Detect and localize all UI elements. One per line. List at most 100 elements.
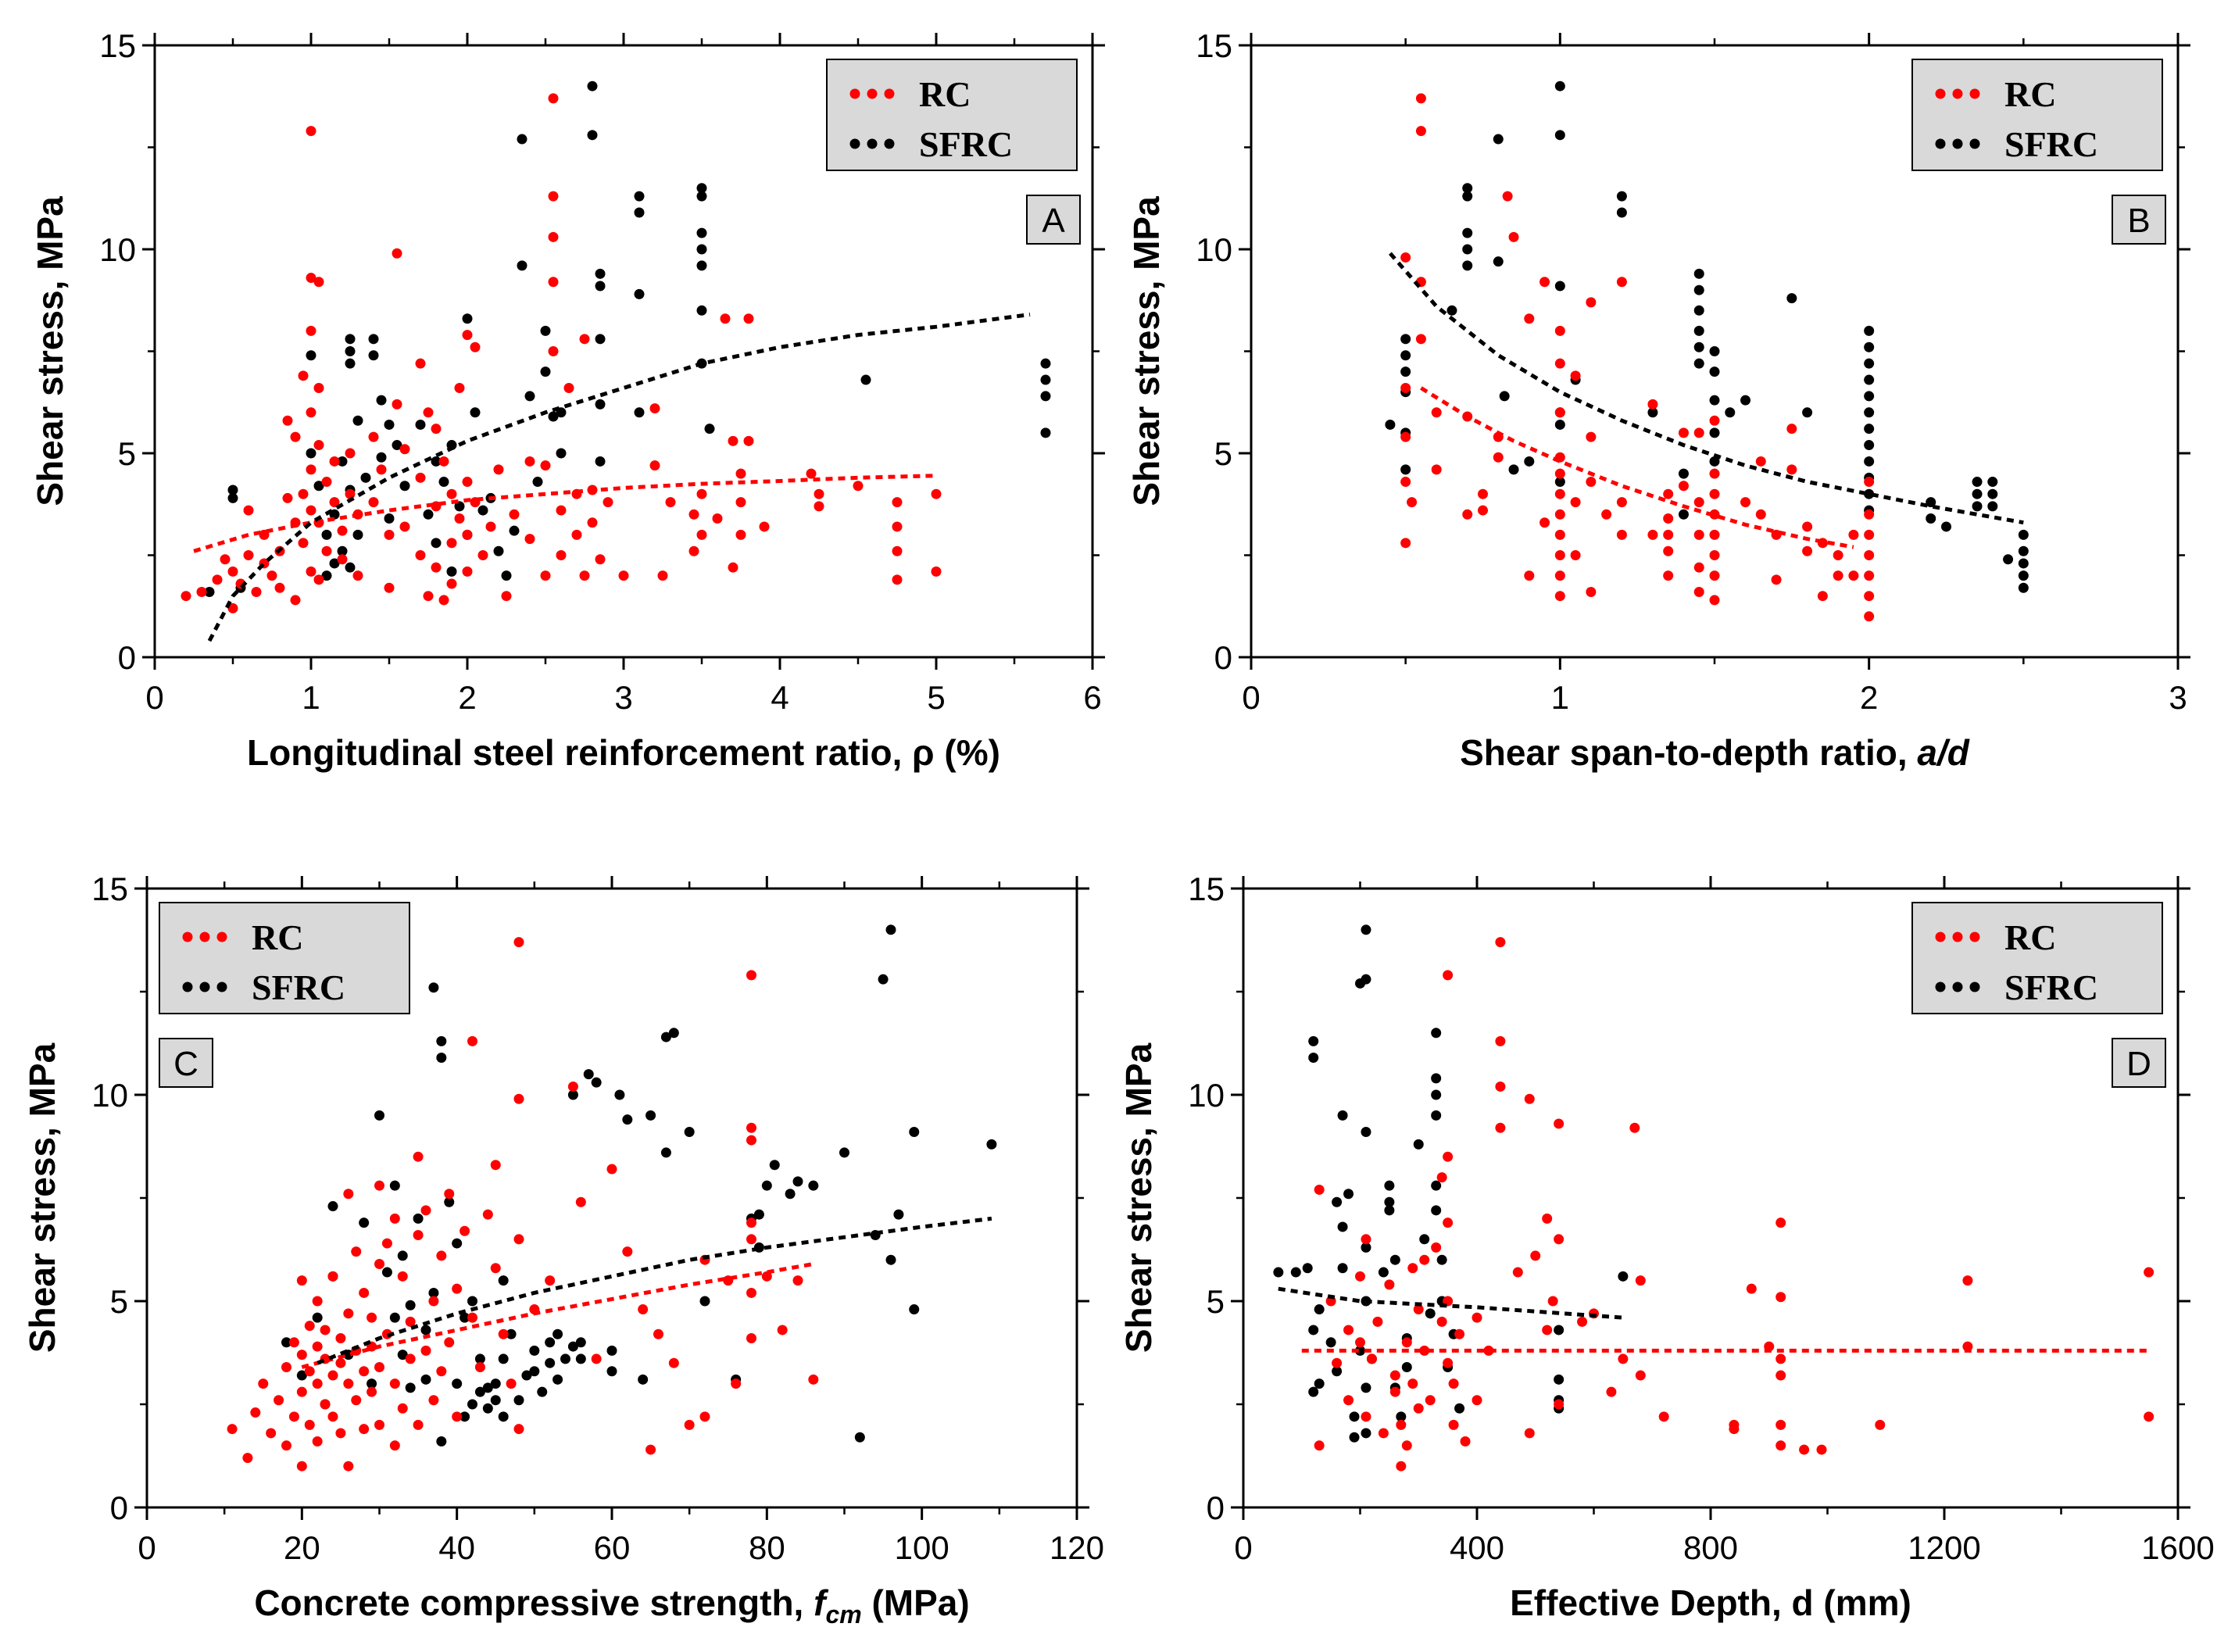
- panel-a-point-rc: [501, 591, 512, 602]
- panel-a-point-sfrc: [431, 538, 442, 549]
- panel-a-point-rc: [470, 341, 481, 352]
- panel-a-point-rc: [712, 513, 723, 524]
- panel-b-y-axis-label: Shear stress, MPa: [1126, 196, 1167, 506]
- panel-c-series-sfrc: [281, 924, 997, 1447]
- panel-b-point-sfrc: [1864, 391, 1875, 402]
- panel-a-point-sfrc: [345, 334, 356, 345]
- panel-b-point-rc: [1693, 562, 1704, 573]
- panel-b-point-sfrc: [1524, 456, 1535, 467]
- panel-b-point-sfrc: [2018, 558, 2029, 569]
- panel-b-point-rc: [1478, 488, 1488, 499]
- panel-b-point-sfrc: [1740, 395, 1751, 406]
- panel-c-point-sfrc: [614, 1089, 625, 1100]
- panel-d-point-sfrc: [1308, 1052, 1319, 1063]
- panel-a-x-tick-label: 2: [458, 679, 476, 716]
- panel-a-point-sfrc: [860, 374, 871, 385]
- panel-c-point-rc: [242, 1453, 253, 1464]
- panel-a-point-rc: [759, 521, 770, 532]
- panel-a-point-rc: [306, 566, 316, 577]
- panel-d-point-rc: [1524, 1428, 1535, 1439]
- panel-d-point-sfrc: [1308, 1035, 1319, 1046]
- panel-a-point-rc: [892, 545, 903, 556]
- panel-c-point-rc: [359, 1287, 370, 1298]
- panel-a-x-tick-label: 0: [145, 679, 163, 716]
- panel-c-point-rc: [792, 1275, 803, 1286]
- panel-c-point-sfrc: [281, 1337, 291, 1348]
- panel-a-point-rc: [556, 550, 567, 560]
- panel-b-series-sfrc: [1385, 80, 2029, 593]
- panel-b-point-rc: [1678, 427, 1689, 438]
- panel-a-point-sfrc: [321, 529, 332, 540]
- panel-d-point-sfrc: [1554, 1325, 1564, 1336]
- panel-c-point-sfrc: [498, 1275, 509, 1286]
- panel-a-point-rc: [688, 509, 699, 520]
- panel-c-point-sfrc: [312, 1312, 323, 1323]
- panel-d-point-rc: [1512, 1267, 1523, 1278]
- panel-a-point-rc: [337, 525, 348, 536]
- panel-b-point-rc: [1678, 481, 1689, 492]
- panel-c-point-rc: [374, 1180, 384, 1191]
- panel-a-point-sfrc: [493, 545, 504, 556]
- panel-b-point-rc: [1493, 452, 1504, 463]
- panel-b-point-rc: [1508, 231, 1519, 242]
- panel-b-point-rc: [1407, 497, 1418, 508]
- panel-d: 0 400 800 1200 1600 0 5 10 15 Effective Depth, d …: [1118, 871, 2215, 1623]
- panel-d-point-sfrc: [1332, 1196, 1343, 1207]
- panel-a-legend-box: [826, 59, 1078, 171]
- panel-c-point-rc: [281, 1361, 291, 1372]
- panel-a-point-rc: [587, 517, 598, 528]
- panel-a-legend-marker-rc: [867, 88, 878, 99]
- panel-c-letter: C: [159, 1038, 213, 1088]
- panel-d-point-rc: [1547, 1296, 1558, 1307]
- panel-a-point-rc: [313, 440, 324, 451]
- panel-c-point-rc: [444, 1189, 455, 1200]
- panel-a-point-sfrc: [634, 288, 645, 299]
- panel-d-point-sfrc: [1413, 1139, 1424, 1150]
- panel-a-x-tick-label: 1: [302, 679, 320, 716]
- panel-d-point-rc: [1343, 1395, 1354, 1406]
- panel-a-point-sfrc: [438, 477, 449, 488]
- panel-a-point-sfrc: [595, 281, 606, 291]
- panel-a-y-axis-label: Shear stress, MPa: [30, 196, 70, 506]
- panel-d-x-axis-label: Effective Depth, d (mm): [1510, 1582, 1911, 1623]
- panel-a-point-sfrc: [345, 346, 356, 356]
- panel-d-point-rc: [1658, 1411, 1669, 1422]
- panel-c-point-rc: [351, 1246, 362, 1257]
- panel-d-point-rc: [1355, 1271, 1365, 1282]
- panel-b-point-rc: [1833, 570, 1843, 581]
- panel-a-point-rc: [485, 521, 496, 532]
- panel-c-point-sfrc: [660, 1147, 671, 1158]
- panel-b-point-rc: [1709, 570, 1720, 581]
- panel-a-point-sfrc: [329, 558, 340, 569]
- panel-a-legend-marker-sfrc: [884, 138, 895, 149]
- panel-b-point-sfrc: [1462, 244, 1473, 255]
- panel-a-point-rc: [352, 570, 363, 581]
- panel-a-point-sfrc: [634, 191, 645, 202]
- panel-c-point-sfrc: [575, 1353, 586, 1364]
- panel-c-point-sfrc: [498, 1411, 509, 1422]
- panel-b-point-rc: [1554, 591, 1565, 602]
- panel-a-point-rc: [306, 126, 316, 137]
- panel-c-point-sfrc: [986, 1139, 997, 1150]
- panel-a-point-rc: [454, 513, 465, 524]
- panel-c-point-sfrc: [482, 1382, 493, 1393]
- panel-b-legend-box: [1911, 59, 2163, 171]
- panel-c-point-sfrc: [482, 1403, 493, 1414]
- panel-c-point-sfrc: [567, 1089, 578, 1100]
- panel-a-point-rc: [462, 477, 473, 488]
- panel-d-y-tick-label: 10: [1188, 1077, 1225, 1114]
- panel-a-point-rc: [376, 464, 387, 475]
- panel-a-point-sfrc: [227, 492, 238, 503]
- panel-a-point-rc: [853, 481, 864, 492]
- panel-a-x-tick-label: 5: [927, 679, 945, 716]
- panel-d-x-tick-label: 400: [1450, 1529, 1504, 1566]
- panel-a-letter-text: A: [1042, 202, 1065, 240]
- panel-d-point-rc: [1314, 1184, 1325, 1195]
- panel-b-point-sfrc: [1693, 341, 1704, 352]
- panel-b-point-sfrc: [1864, 358, 1875, 369]
- panel-d-point-sfrc: [1618, 1271, 1629, 1282]
- panel-d-point-rc: [1343, 1325, 1354, 1336]
- panel-c-point-sfrc: [785, 1189, 796, 1200]
- panel-c-x-axis-label-part: f: [814, 1582, 829, 1623]
- panel-c-point-rc: [645, 1444, 656, 1455]
